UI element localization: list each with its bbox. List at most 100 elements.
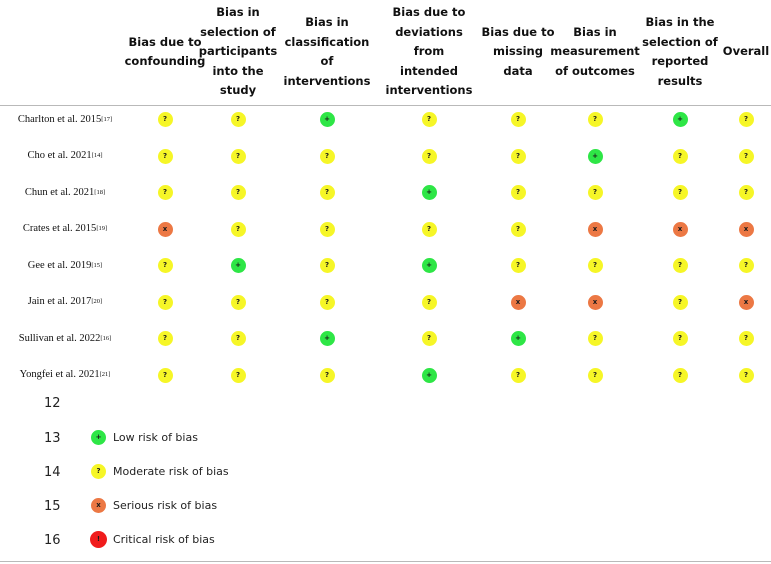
low-risk-marker: + [510,331,526,346]
moderate-risk-marker: ? [319,185,335,200]
study-label: Gee et al. 2019 [15] [0,247,130,283]
moderate-risk-marker: ? [587,367,603,383]
header-divider [0,105,771,106]
moderate-risk-marker: ? [738,331,754,346]
moderate-risk-marker: ? [230,221,246,237]
low-risk-marker: + [319,331,335,346]
moderate-risk-marker: ? [421,331,437,346]
bottom-divider [0,561,771,562]
low-risk-marker: + [421,367,437,383]
study-label: Charlton et al. 2015 [17] [0,101,130,137]
study-name: Yongfei et al. 2021 [19,369,100,380]
moderate-risk-marker: ? [421,112,437,127]
legend-critical-icon: ! [90,531,107,548]
study-name: Chun et al. 2021 [24,186,95,198]
moderate-risk-marker: ? [157,185,173,200]
moderate-risk-marker: ? [230,367,246,383]
low-risk-marker: + [421,185,437,200]
low-risk-marker: + [672,112,688,127]
moderate-risk-marker: ? [738,367,754,383]
study-label: Chun et al. 2021 [18] [0,174,130,210]
serious-risk-marker: x [738,221,754,237]
study-label: Crates et al. 2015 [19] [0,211,130,247]
line-number: 13 [44,431,61,446]
moderate-risk-marker: ? [230,148,246,164]
moderate-risk-marker: ? [230,185,246,200]
moderate-risk-marker: ? [157,331,173,346]
column-header-reported: Bias in the selection of reported result… [642,15,718,88]
study-reference: [17] [101,115,113,123]
study-label: Cho et al. 2021 [14] [0,138,130,174]
legend-low-icon: + [91,430,106,445]
low-risk-marker: + [587,148,603,164]
table-row: Jain et al. 2017 [20]???? x x? x [0,284,771,320]
moderate-risk-marker: ? [319,294,335,310]
low-risk-marker: + [421,258,437,273]
serious-risk-marker: x [157,221,173,237]
low-risk-marker: + [230,258,246,273]
low-risk-marker: + [319,112,335,127]
table-row: Charlton et al. 2015 [17]?? +??? +? [0,101,771,137]
moderate-risk-marker: ? [230,112,246,127]
moderate-risk-marker: ? [672,258,688,273]
study-name: Jain et al. 2017 [27,296,92,307]
study-reference: [16] [100,334,112,342]
column-header-deviations: Bias due to deviations from intended int… [385,5,473,98]
moderate-risk-marker: ? [421,294,437,310]
moderate-risk-marker: ? [738,112,754,127]
moderate-risk-marker: ? [587,112,603,127]
moderate-risk-marker: ? [510,185,526,200]
moderate-risk-marker: ? [587,331,603,346]
legend-serious-icon: x [91,498,106,513]
moderate-risk-marker: ? [510,221,526,237]
line-number: 15 [44,499,61,514]
moderate-risk-marker: ? [738,148,754,164]
moderate-risk-marker: ? [672,185,688,200]
column-header-measurement: Bias in measurement of outcomes [550,24,640,78]
serious-risk-marker: x [738,294,754,310]
moderate-risk-marker: ? [157,112,173,127]
line-number: 12 [44,396,61,411]
study-reference: [15] [91,261,103,269]
moderate-risk-marker: ? [157,367,173,383]
serious-risk-marker: x [587,294,603,310]
moderate-risk-marker: ? [157,258,173,273]
study-label: Yongfei et al. 2021 [21] [0,357,130,393]
study-reference: [14] [91,152,103,159]
serious-risk-marker: x [672,221,688,237]
moderate-risk-marker: ? [230,294,246,310]
column-header-selection: Bias in selection of participants into t… [198,5,278,98]
table-row: Cho et al. 2021 [14]????? +?? [0,138,771,174]
study-name: Charlton et al. 2015 [17,113,102,125]
moderate-risk-marker: ? [421,148,437,164]
table-row: Yongfei et al. 2021 [21]??? +???? [0,357,771,393]
line-number: 14 [44,465,61,480]
moderate-risk-marker: ? [230,331,246,346]
serious-risk-marker: x [587,221,603,237]
study-name: Cho et al. 2021 [27,150,92,161]
column-header-confounding: Bias due to confounding [124,34,206,69]
table-row: Gee et al. 2019 [15]? +? +???? [0,247,771,283]
moderate-risk-marker: ? [319,148,335,164]
line-number: 16 [44,533,61,548]
moderate-risk-marker: ? [319,367,335,383]
moderate-risk-marker: ? [421,221,437,237]
moderate-risk-marker: ? [672,367,688,383]
study-reference: [19] [96,225,108,232]
moderate-risk-marker: ? [510,367,526,383]
moderate-risk-marker: ? [672,148,688,164]
study-name: Gee et al. 2019 [27,259,92,271]
moderate-risk-marker: ? [672,294,688,310]
study-reference: [20] [91,298,103,305]
legend-critical-label: Critical risk of bias [113,533,215,546]
column-header-classification: Bias in classification of interventions [283,15,371,88]
study-label: Jain et al. 2017 [20] [0,284,130,320]
moderate-risk-marker: ? [738,258,754,273]
moderate-risk-marker: ? [510,258,526,273]
moderate-risk-marker: ? [587,258,603,273]
moderate-risk-marker: ? [157,148,173,164]
study-reference: [18] [94,188,106,196]
column-header-missing: Bias due to missing data [481,24,555,78]
moderate-risk-marker: ? [319,258,335,273]
moderate-risk-marker: ? [738,185,754,200]
